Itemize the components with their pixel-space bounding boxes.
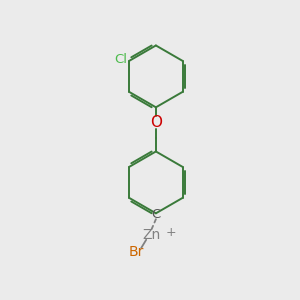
Text: Cl: Cl [114, 53, 128, 66]
Text: C: C [151, 208, 160, 221]
Text: +: + [165, 226, 176, 239]
Text: Br: Br [129, 244, 144, 259]
Text: Zn: Zn [142, 228, 160, 242]
Text: O: O [150, 115, 162, 130]
